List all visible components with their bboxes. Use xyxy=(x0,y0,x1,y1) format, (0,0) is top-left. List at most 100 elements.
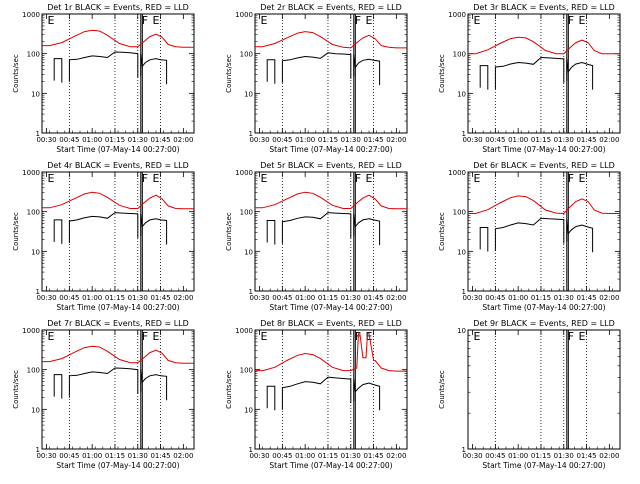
lld-series-line xyxy=(42,345,194,364)
marker-letter: E xyxy=(578,330,585,343)
y-tick-label: 10 xyxy=(244,406,253,414)
lld-series-line xyxy=(468,195,620,215)
panel-title: Det 4r BLACK = Events, RED = LLD xyxy=(47,161,189,170)
marker-letter: E xyxy=(261,330,268,343)
panel-title: Det 8r BLACK = Events, RED = LLD xyxy=(260,319,402,328)
x-tick-label: 00:45 xyxy=(485,294,505,302)
y-axis-label: Counts/sec xyxy=(12,212,20,251)
x-tick-label: 00:45 xyxy=(59,294,79,302)
marker-letter: E xyxy=(48,14,55,27)
x-tick-label: 01:00 xyxy=(82,452,102,460)
marker-letter: F xyxy=(142,14,148,27)
y-tick-label: 1000 xyxy=(22,169,40,177)
plot-frame xyxy=(467,13,621,134)
marker-letter: E xyxy=(152,172,159,185)
panel-title: Det 5r BLACK = Events, RED = LLD xyxy=(260,161,402,170)
y-tick-label: 100 xyxy=(453,209,466,217)
lld-series-line xyxy=(468,36,620,55)
x-tick-label: 01:45 xyxy=(150,136,170,144)
x-tick-label: 02:00 xyxy=(386,294,406,302)
x-tick-label: 01:15 xyxy=(531,294,551,302)
x-tick-label: 01:00 xyxy=(508,452,528,460)
x-tick-label: 00:45 xyxy=(485,136,505,144)
x-tick-label: 00:30 xyxy=(249,294,269,302)
x-tick-label: 00:30 xyxy=(462,136,482,144)
x-tick-label: 00:45 xyxy=(272,452,292,460)
x-tick-label: 02:00 xyxy=(386,452,406,460)
x-tick-label: 01:30 xyxy=(128,452,148,460)
panel-title: Det 7r BLACK = Events, RED = LLD xyxy=(47,319,189,328)
y-axis-label: Counts/sec xyxy=(438,212,446,251)
x-tick-label: 02:00 xyxy=(173,294,193,302)
panel-title: Det 9r BLACK = Events, RED = LLD xyxy=(473,319,615,328)
y-tick-label: 1000 xyxy=(235,327,253,335)
events-series-line xyxy=(266,220,276,245)
x-axis-label: Start Time (07-May-14 00:27:00) xyxy=(482,145,605,154)
x-tick-label: 01:30 xyxy=(128,294,148,302)
x-tick-label: 00:45 xyxy=(485,452,505,460)
y-tick-label: 10 xyxy=(457,90,466,98)
detector-panel: Det 8r BLACK = Events, RED = LLD 1 10 100 10… xyxy=(225,319,408,470)
x-tick-label: 01:45 xyxy=(363,294,383,302)
x-tick-label: 01:15 xyxy=(531,452,551,460)
x-axis-label: Start Time (07-May-14 00:27:00) xyxy=(56,461,179,470)
x-tick-label: 00:30 xyxy=(36,294,56,302)
y-tick-label: 1000 xyxy=(448,11,466,19)
events-series-line xyxy=(494,56,565,89)
lld-series-line xyxy=(255,191,407,210)
y-axis-label: Counts/sec xyxy=(225,370,233,409)
events-series-line xyxy=(479,65,489,90)
x-tick-label: 02:00 xyxy=(599,136,619,144)
plot-frame xyxy=(41,171,195,292)
panel-title: Det 3r BLACK = Events, RED = LLD xyxy=(473,3,615,12)
x-tick-label: 01:15 xyxy=(318,294,338,302)
x-tick-label: 01:45 xyxy=(363,452,383,460)
plot-frame xyxy=(41,13,195,134)
events-series-line xyxy=(68,367,139,398)
marker-letter: E xyxy=(48,172,55,185)
events-series-line xyxy=(68,212,139,244)
marker-letter: E xyxy=(474,172,481,185)
plot-frame xyxy=(41,329,195,450)
y-tick-label: 1000 xyxy=(22,327,40,335)
marker-letter: F xyxy=(142,330,148,343)
x-tick-label: 02:00 xyxy=(386,136,406,144)
y-tick-label: 10 xyxy=(31,90,40,98)
x-tick-label: 01:00 xyxy=(82,294,102,302)
x-tick-label: 00:45 xyxy=(272,294,292,302)
x-axis-label: Start Time (07-May-14 00:27:00) xyxy=(482,461,605,470)
y-axis-label: Counts/sec xyxy=(225,54,233,93)
y-tick-label: 1 xyxy=(462,446,466,454)
marker-letter: F xyxy=(568,172,574,185)
x-axis-label: Start Time (07-May-14 00:27:00) xyxy=(482,303,605,312)
marker-letter: F xyxy=(355,14,361,27)
marker-letter: E xyxy=(152,14,159,27)
marker-letter: F xyxy=(568,14,574,27)
x-axis-label: Start Time (07-May-14 00:27:00) xyxy=(269,145,392,154)
x-tick-label: 01:00 xyxy=(295,294,315,302)
x-tick-label: 01:15 xyxy=(318,136,338,144)
x-tick-label: 01:30 xyxy=(554,136,574,144)
y-tick-label: 10 xyxy=(31,248,40,256)
plot-frame xyxy=(467,329,621,450)
plot-frame xyxy=(254,329,408,450)
lld-series-line xyxy=(42,191,194,210)
y-tick-label: 10 xyxy=(244,90,253,98)
x-tick-label: 01:00 xyxy=(508,136,528,144)
x-tick-label: 00:30 xyxy=(36,136,56,144)
x-tick-label: 00:30 xyxy=(36,452,56,460)
x-tick-label: 01:30 xyxy=(341,452,361,460)
plot-frame xyxy=(254,13,408,134)
events-series-line xyxy=(140,53,168,85)
events-series-line xyxy=(53,374,63,399)
y-tick-label: 1000 xyxy=(235,11,253,19)
y-axis-label: Counts/sec xyxy=(438,370,446,409)
detector-panel: Det 1r BLACK = Events, RED = LLD 1 10 100 10… xyxy=(12,3,195,154)
x-tick-label: 01:45 xyxy=(576,136,596,144)
y-tick-label: 1 xyxy=(249,130,253,138)
lld-series-line xyxy=(255,31,407,49)
y-tick-label: 1000 xyxy=(22,11,40,19)
events-series-line xyxy=(494,217,565,251)
lld-series-line xyxy=(42,29,194,48)
